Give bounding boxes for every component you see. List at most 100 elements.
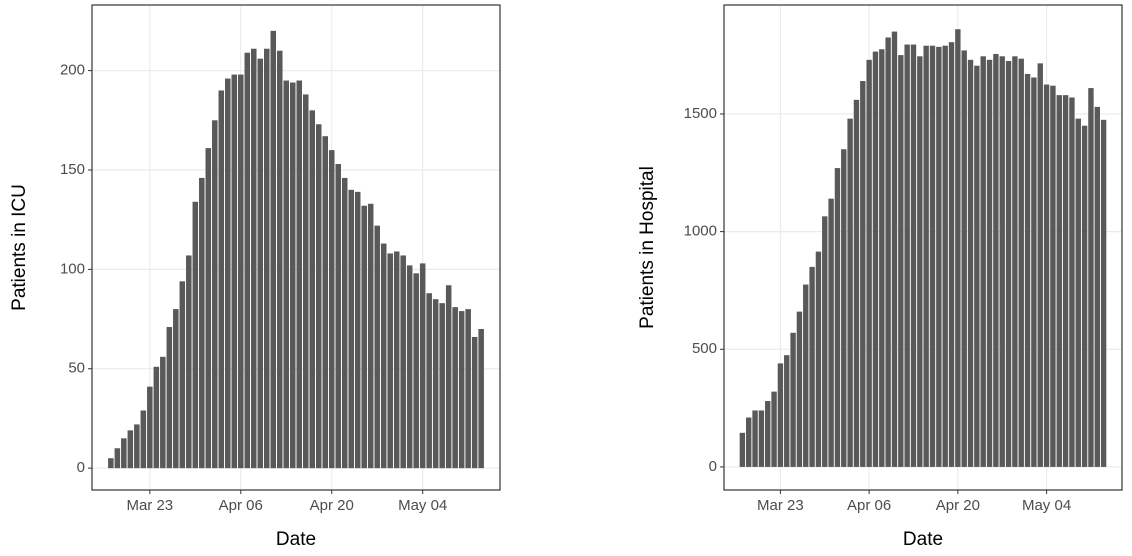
bar	[1031, 77, 1037, 467]
bar	[296, 80, 303, 469]
bar	[413, 273, 419, 469]
bar	[309, 110, 316, 469]
y-tick-label: 1500	[684, 105, 717, 122]
bar	[986, 59, 993, 467]
x-tick-label: Apr 06	[219, 497, 263, 514]
bar	[426, 293, 432, 469]
bar	[822, 216, 828, 467]
bar	[765, 401, 771, 467]
bar	[815, 251, 822, 467]
bar	[1081, 125, 1088, 467]
y-tick-label: 150	[60, 161, 85, 178]
bar	[199, 177, 205, 469]
bar	[361, 205, 367, 469]
panel-border	[723, 4, 1123, 491]
bar	[374, 225, 380, 469]
bar	[147, 386, 153, 469]
bar	[315, 124, 322, 469]
y-tick-label: 1000	[684, 223, 717, 240]
bar	[251, 48, 257, 469]
bar	[322, 136, 328, 469]
bar	[809, 266, 815, 467]
bar	[478, 328, 484, 469]
bar	[439, 303, 445, 469]
bar	[244, 52, 251, 469]
bar	[393, 251, 400, 469]
x-tick-label: Apr 20	[936, 497, 980, 514]
bar	[348, 189, 354, 469]
bar	[328, 150, 335, 469]
bar	[471, 336, 478, 469]
bar	[923, 45, 929, 467]
bar	[173, 309, 179, 469]
bar	[758, 410, 765, 467]
bar	[400, 255, 406, 469]
bar	[955, 29, 961, 467]
bar	[1005, 61, 1012, 467]
panel-border	[91, 4, 501, 491]
bar	[108, 458, 114, 469]
bar	[276, 50, 283, 469]
bar	[264, 48, 270, 469]
bar	[179, 281, 186, 469]
y-tick-label: 100	[60, 260, 85, 277]
bar	[289, 82, 296, 469]
bar	[961, 50, 967, 467]
bar	[218, 90, 225, 469]
bar	[1075, 118, 1081, 467]
bar	[335, 164, 341, 469]
bar	[192, 201, 199, 469]
bar	[980, 56, 986, 467]
bar	[452, 307, 458, 469]
bar	[160, 356, 166, 469]
x-axis-title: Date	[903, 529, 943, 550]
bar	[746, 417, 752, 467]
bar	[841, 149, 847, 467]
bar	[341, 177, 348, 469]
bar	[936, 46, 942, 467]
bar	[380, 243, 387, 469]
bar	[847, 118, 853, 467]
bar	[186, 255, 192, 469]
bar	[1043, 84, 1050, 467]
bar	[1088, 88, 1094, 467]
bar	[999, 56, 1005, 467]
bar	[828, 198, 834, 467]
bar	[993, 53, 999, 467]
bar	[458, 311, 465, 469]
bar	[1094, 106, 1100, 467]
bar	[114, 448, 121, 469]
bar	[406, 265, 413, 469]
x-tick-label: Apr 20	[310, 497, 354, 514]
bar	[1050, 85, 1056, 467]
x-tick-label: May 04	[398, 497, 447, 514]
bar	[739, 432, 746, 467]
bar	[212, 120, 218, 469]
y-axis-title: Patients in Hospital	[637, 166, 658, 329]
y-tick-label: 0	[77, 459, 85, 476]
bar	[127, 430, 134, 469]
bar	[910, 44, 917, 467]
bar	[302, 94, 309, 469]
x-axis-title: Date	[276, 529, 316, 550]
bar	[238, 74, 244, 469]
bar	[885, 37, 891, 467]
x-tick-label: Mar 23	[757, 497, 804, 514]
bar	[796, 311, 803, 467]
bar	[891, 31, 898, 467]
bar	[904, 44, 910, 467]
y-tick-label: 50	[68, 360, 85, 377]
bar	[834, 168, 841, 467]
bar	[257, 58, 264, 469]
bar	[283, 80, 290, 469]
y-tick-label: 500	[692, 340, 717, 357]
y-tick-label: 200	[60, 62, 85, 79]
bar	[866, 59, 872, 467]
bar	[898, 55, 904, 467]
bar	[1056, 95, 1062, 467]
bar	[1037, 63, 1043, 467]
bar	[1012, 56, 1018, 467]
bar	[752, 410, 758, 467]
